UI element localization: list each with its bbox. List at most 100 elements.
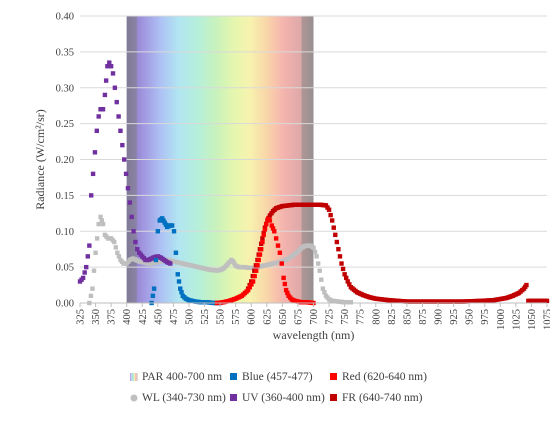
x-tick-label: 425: [138, 309, 149, 325]
y-tick-label: 0.10: [56, 227, 74, 238]
x-tick-label: 975: [480, 309, 491, 325]
x-tick-label: 525: [200, 309, 211, 325]
x-tick-label: 450: [153, 309, 164, 325]
legend-swatch: [330, 394, 337, 401]
legend-item: FR (640-740 nm): [330, 392, 423, 404]
data-point: [315, 261, 321, 266]
legend-swatch-band: [135, 373, 137, 381]
data-point: [99, 218, 104, 223]
data-point: [112, 85, 118, 90]
data-point: [258, 246, 264, 252]
data-point: [113, 245, 119, 250]
legend-label: Blue (457-477): [242, 371, 313, 383]
data-point: [245, 287, 251, 293]
x-axis-title: wavelength (nm): [273, 328, 355, 342]
data-point: [133, 239, 138, 245]
data-point: [342, 272, 347, 277]
data-point: [261, 232, 266, 238]
data-point: [116, 114, 121, 119]
data-point: [333, 232, 338, 238]
y-tick-label: 0.15: [56, 191, 74, 202]
x-tick-label: 850: [402, 309, 413, 325]
data-point: [254, 268, 259, 273]
data-point: [270, 226, 276, 231]
data-point: [153, 257, 159, 263]
data-point: [320, 286, 326, 291]
data-point: [314, 254, 319, 259]
data-point: [281, 275, 286, 281]
x-tick-label: 1075: [543, 309, 550, 330]
data-point: [82, 270, 87, 275]
legend-label: Red (620-640 nm): [342, 371, 427, 383]
legend-label: PAR 400-700 nm: [142, 371, 222, 383]
data-point: [317, 268, 322, 273]
data-point: [263, 221, 269, 227]
legend-item: WL (340-730 nm): [130, 392, 226, 404]
x-tick-label: 800: [371, 309, 382, 325]
data-point: [273, 236, 279, 241]
data-point: [285, 290, 290, 296]
data-point: [120, 142, 125, 148]
data-point: [334, 239, 340, 245]
data-point: [257, 252, 263, 257]
data-point: [92, 150, 98, 155]
x-tick-label: 650: [278, 309, 289, 325]
x-tick-label: 1025: [511, 309, 522, 330]
data-point: [337, 254, 343, 259]
legend-label: UV (360-400 nm): [242, 392, 325, 404]
data-point: [169, 223, 175, 228]
data-point: [102, 92, 108, 98]
legend-swatch-band: [131, 373, 133, 381]
x-tick-label: 625: [262, 309, 273, 325]
data-point: [178, 286, 183, 291]
data-point: [87, 243, 92, 248]
data-point: [125, 186, 131, 191]
data-point: [168, 261, 173, 266]
data-point: [322, 290, 327, 295]
data-point: [175, 272, 180, 277]
legend-item: PAR 400-700 nm: [130, 371, 222, 383]
data-point: [319, 277, 324, 282]
data-point: [88, 293, 94, 299]
data-point: [89, 193, 94, 198]
data-point: [115, 250, 120, 255]
data-point: [260, 236, 265, 241]
data-point: [283, 287, 289, 293]
data-point: [311, 245, 316, 250]
data-point: [127, 200, 133, 205]
x-tick-label: 700: [309, 309, 320, 325]
data-point: [176, 279, 182, 284]
x-tick-label: 1050: [527, 309, 538, 330]
x-tick-label: 925: [449, 309, 460, 325]
data-point: [93, 250, 98, 255]
data-point: [108, 64, 114, 69]
x-tick-label: 900: [434, 309, 445, 325]
data-point: [343, 275, 349, 281]
data-point: [98, 214, 103, 220]
data-point: [252, 273, 257, 279]
x-tick-label: 550: [216, 309, 227, 325]
data-point: [150, 293, 156, 299]
data-point: [329, 218, 335, 223]
data-point: [262, 227, 268, 232]
data-point: [331, 225, 336, 230]
data-point: [328, 212, 333, 218]
data-point: [256, 257, 261, 263]
data-point: [90, 286, 95, 291]
legend-swatch: [230, 373, 237, 380]
y-tick-label: 0.25: [56, 119, 74, 130]
data-point: [80, 275, 86, 281]
data-point: [155, 229, 161, 234]
data-point: [267, 218, 273, 223]
data-point: [179, 290, 184, 295]
legend-swatch: [330, 373, 337, 380]
series-fr: [245, 202, 550, 304]
data-point: [277, 250, 283, 255]
data-point: [90, 171, 96, 177]
x-tick-label: 750: [340, 309, 351, 325]
data-point: [122, 157, 127, 162]
data-point: [84, 264, 89, 270]
legend-swatch-band: [130, 373, 132, 381]
x-tick-label: 775: [356, 309, 367, 325]
legend-swatch-band: [133, 373, 136, 381]
